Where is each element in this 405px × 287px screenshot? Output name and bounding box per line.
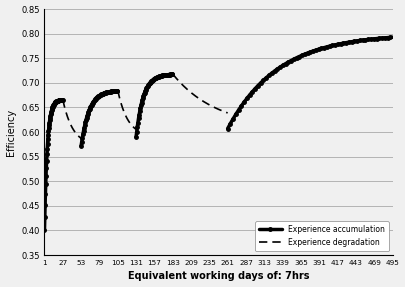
Line: Experience accumulation: Experience accumulation (43, 98, 64, 232)
Experience degradation (64, 111, 68, 115)
Experience accumulation (53, 100, 58, 104)
Experience accumulation (42, 229, 47, 232)
Experience accumulation (53, 100, 58, 104)
Experience accumulation (59, 98, 64, 102)
Experience accumulation (53, 101, 58, 104)
Experience degradation (62, 103, 66, 106)
Experience accumulation (42, 226, 47, 229)
Experience degradation (77, 135, 82, 139)
Legend: Experience accumulation, Experience degradation: Experience accumulation, Experience degr… (255, 221, 389, 251)
Experience degradation (78, 136, 83, 139)
Experience degradation (65, 116, 70, 119)
X-axis label: Equivalent working days of: 7hrs: Equivalent working days of: 7hrs (128, 272, 309, 282)
Experience degradation (60, 98, 65, 101)
Line: Experience degradation: Experience degradation (63, 100, 81, 138)
Experience degradation (79, 137, 83, 140)
Y-axis label: Efficiency: Efficiency (6, 108, 15, 156)
Experience accumulation (58, 98, 62, 102)
Experience degradation (61, 101, 66, 104)
Experience accumulation (60, 98, 65, 102)
